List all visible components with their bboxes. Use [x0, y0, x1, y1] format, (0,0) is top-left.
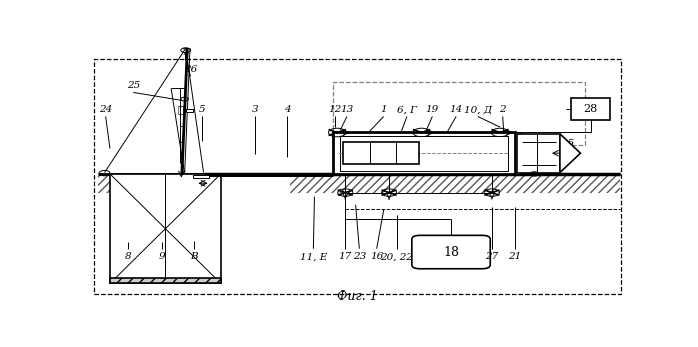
Text: 3: 3 — [252, 105, 258, 114]
Text: 19: 19 — [426, 105, 439, 114]
Text: 25: 25 — [126, 81, 140, 90]
Text: 17: 17 — [339, 252, 352, 261]
Text: 4: 4 — [284, 105, 290, 114]
Text: 14: 14 — [450, 105, 463, 114]
Text: 23: 23 — [352, 252, 366, 261]
Text: 10, Д: 10, Д — [463, 105, 492, 114]
Bar — [343, 142, 419, 164]
Text: 5: 5 — [199, 105, 205, 114]
Bar — [334, 82, 585, 144]
Bar — [98, 174, 214, 193]
Text: 1: 1 — [380, 105, 387, 114]
Text: 2: 2 — [499, 105, 506, 114]
Text: 6, Г: 6, Г — [397, 105, 417, 114]
Bar — [334, 133, 514, 174]
Text: Фиг. 1: Фиг. 1 — [337, 290, 378, 303]
Text: В: В — [191, 252, 198, 261]
Text: 13: 13 — [341, 105, 353, 114]
Bar — [290, 174, 620, 193]
Text: 12: 12 — [328, 105, 341, 114]
Text: 15: 15 — [561, 139, 574, 148]
Text: 20, 22: 20, 22 — [380, 252, 413, 261]
Text: 䄞: 䄞 — [177, 105, 184, 114]
Bar — [514, 133, 521, 174]
Bar — [110, 174, 221, 283]
Bar — [517, 134, 560, 172]
Bar — [94, 59, 621, 294]
Bar — [340, 136, 508, 171]
Polygon shape — [560, 134, 581, 172]
Text: 8: 8 — [124, 252, 131, 261]
Bar — [186, 109, 193, 112]
Text: 11, Е: 11, Е — [299, 252, 327, 261]
Text: 16: 16 — [370, 252, 383, 261]
Bar — [193, 175, 209, 178]
Text: 21: 21 — [508, 252, 521, 261]
Text: 24: 24 — [99, 105, 112, 114]
FancyBboxPatch shape — [412, 235, 490, 269]
Text: 7: 7 — [182, 48, 188, 57]
Text: 27: 27 — [485, 252, 498, 261]
Text: 26: 26 — [184, 65, 198, 74]
Text: 28: 28 — [584, 104, 598, 114]
Bar — [110, 278, 221, 283]
Bar — [572, 98, 610, 120]
Text: 18: 18 — [443, 246, 459, 259]
Text: 9: 9 — [158, 252, 165, 261]
